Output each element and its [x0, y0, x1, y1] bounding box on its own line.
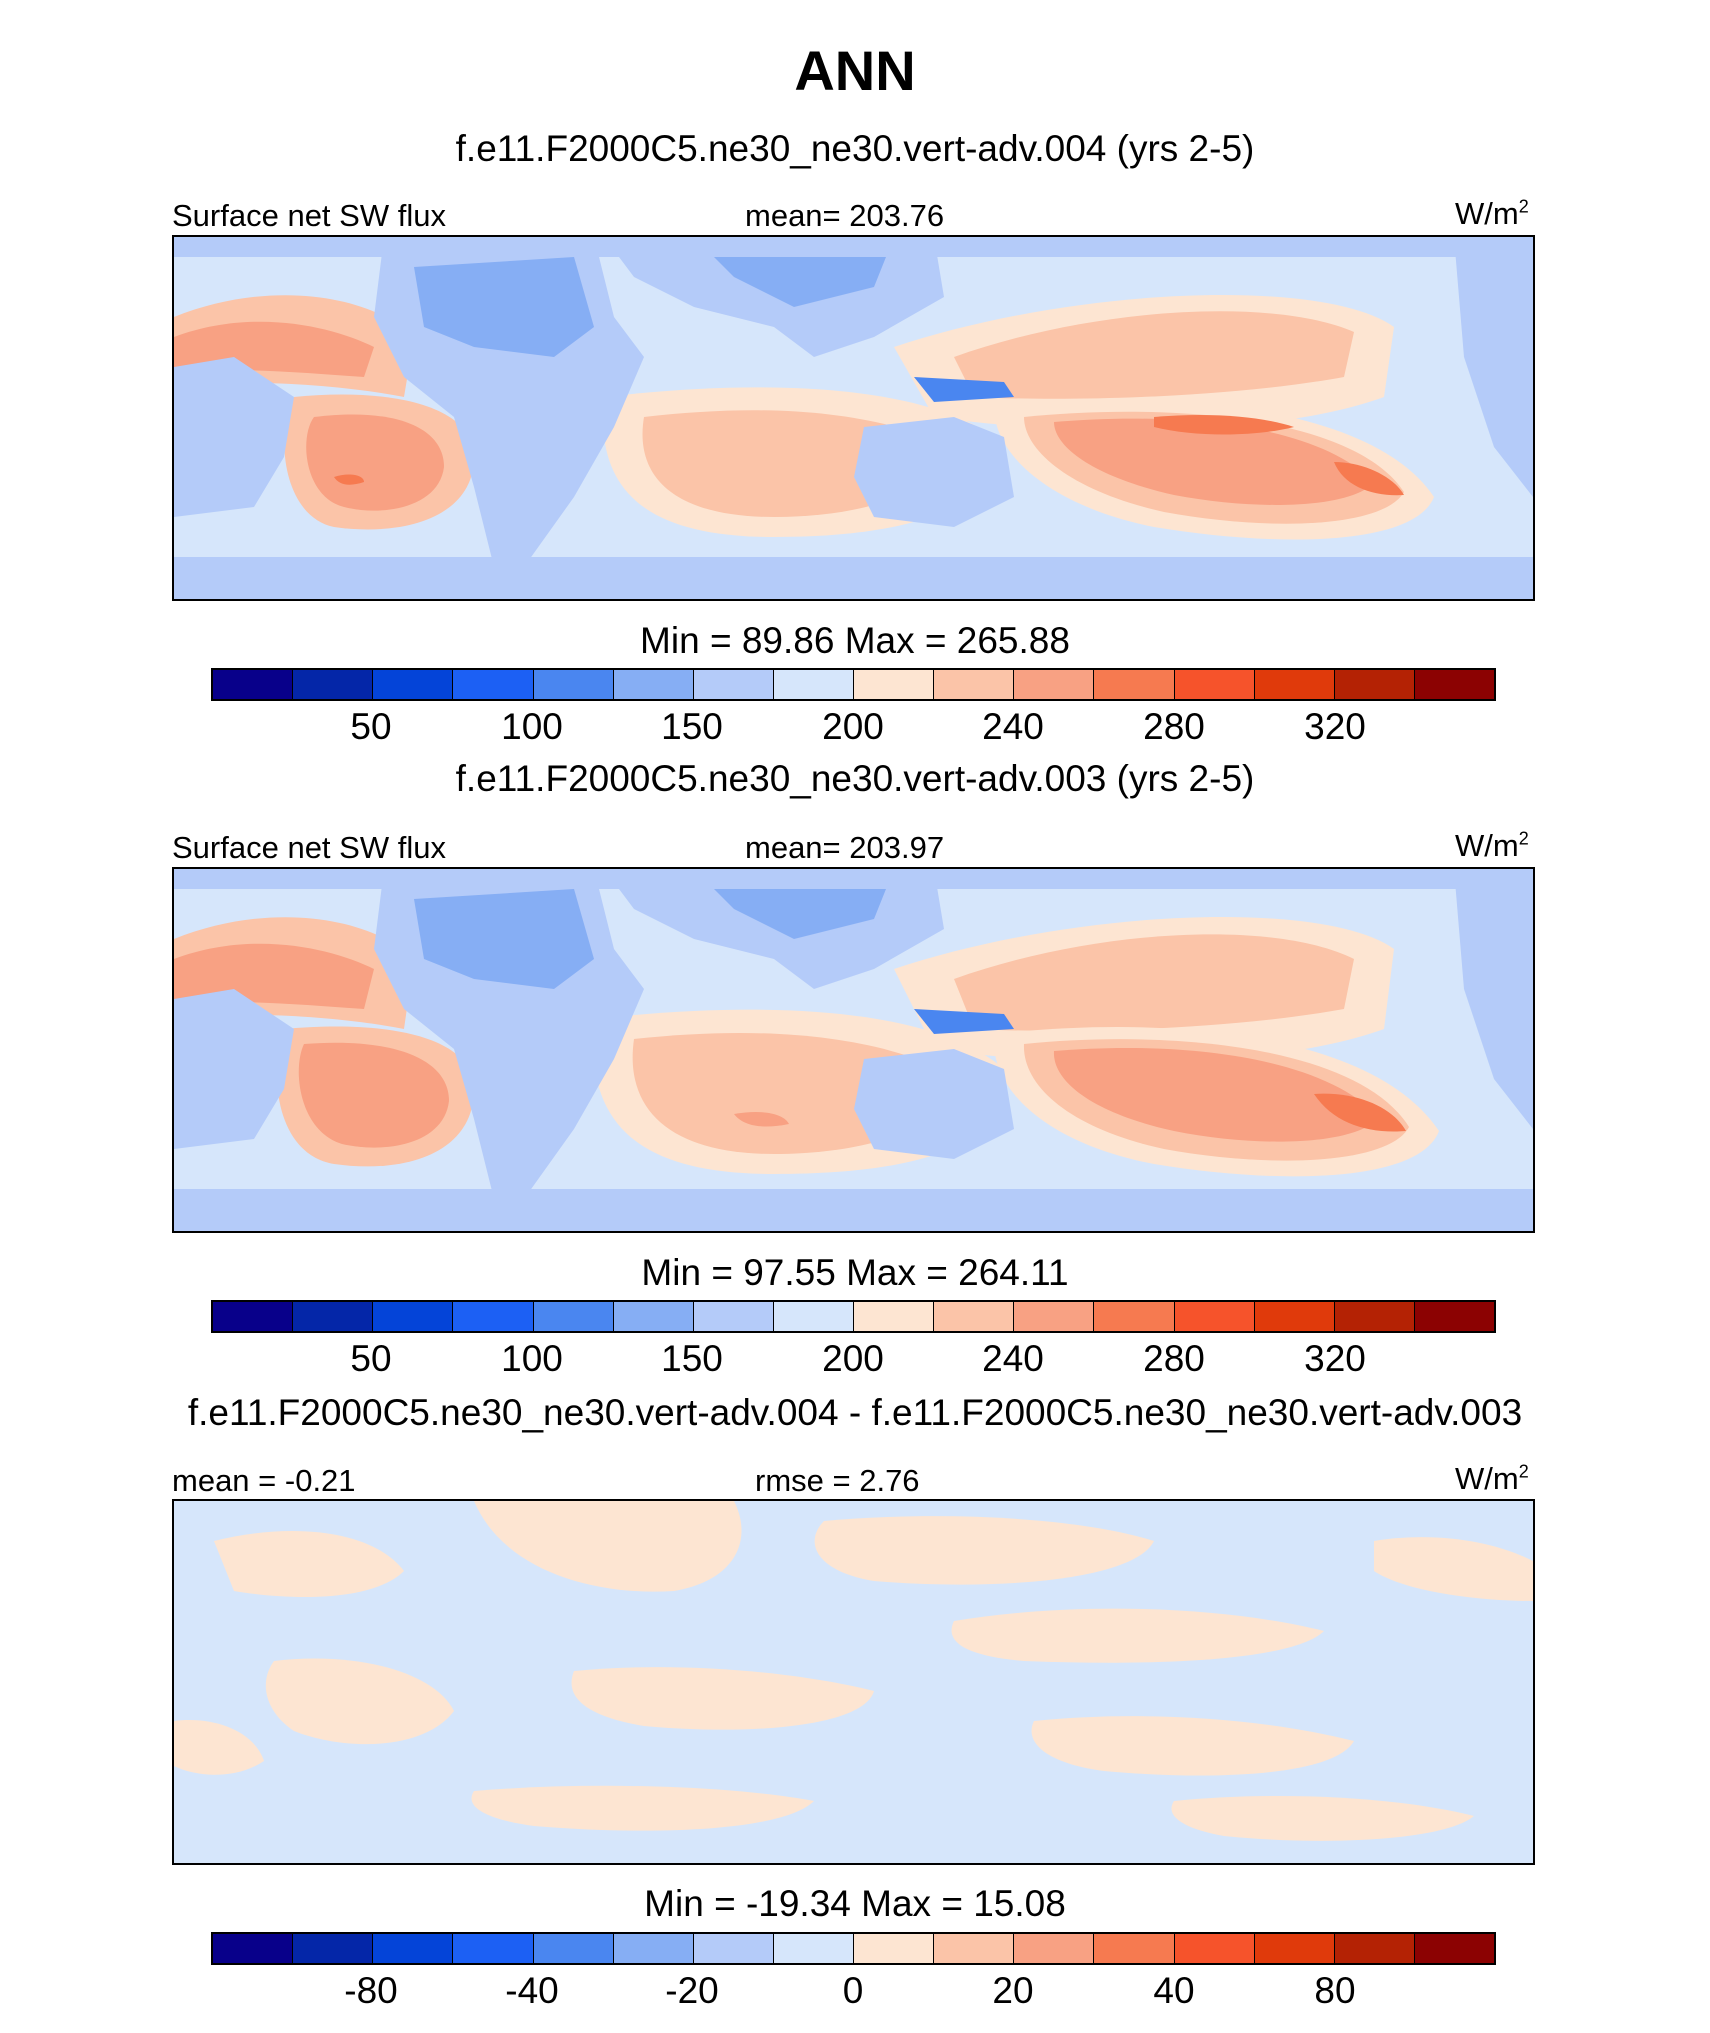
panel-1-variable-label: Surface net SW flux	[172, 198, 446, 233]
main-title: ANN	[794, 39, 916, 102]
panel-3-rmse-label: rmse = 2.76	[755, 1463, 920, 1498]
colorbar-swatch	[693, 1934, 774, 1963]
colorbar-swatch	[854, 1302, 935, 1331]
panel-3-field	[174, 1501, 1533, 1863]
colorbar-swatch	[1174, 670, 1255, 699]
panel-2-field	[174, 869, 1533, 1231]
panel-3-tick: 0	[842, 1970, 864, 2011]
colorbar-swatch	[373, 1302, 454, 1331]
colorbar-swatch	[1014, 1302, 1095, 1331]
colorbar-swatch	[533, 1302, 614, 1331]
colorbar-swatch	[613, 670, 694, 699]
panel-2-variable-label: Surface net SW flux	[172, 830, 446, 865]
colorbar-swatch	[373, 670, 454, 699]
colorbar-swatch	[613, 1934, 694, 1963]
panel-3-tick: 40	[1153, 1970, 1195, 2011]
colorbar-swatch	[293, 1934, 374, 1963]
colorbar-swatch	[773, 1302, 854, 1331]
colorbar-swatch	[1414, 1302, 1494, 1331]
panel-1-mean-label: mean= 203.76	[745, 198, 945, 233]
panel-1-minmax: Min = 89.86 Max = 265.88	[640, 620, 1070, 661]
panel-1-tick: 200	[822, 706, 884, 747]
panel-1-tick: 280	[1143, 706, 1205, 747]
colorbar-swatch	[1014, 670, 1095, 699]
colorbar-swatch	[1014, 1934, 1095, 1963]
colorbar-swatch	[213, 670, 294, 699]
panel-2-minmax: Min = 97.55 Max = 264.11	[641, 1252, 1069, 1293]
panel-1-tick: 100	[501, 706, 563, 747]
panel-2-tick: 150	[661, 1338, 723, 1379]
colorbar-swatch	[934, 1934, 1015, 1963]
panel-1-units-label: W/m2	[1455, 196, 1529, 231]
panel-2-tick: 280	[1143, 1338, 1205, 1379]
panel-2-tick: 50	[350, 1338, 392, 1379]
colorbar-swatch	[1094, 1302, 1175, 1331]
panel-3-mean-label: mean = -0.21	[172, 1463, 356, 1498]
panel-2-mean-label: mean= 203.97	[745, 830, 945, 865]
panel-3-tick: -40	[505, 1970, 559, 2011]
colorbar-swatch	[213, 1302, 294, 1331]
colorbar-swatch	[1254, 670, 1335, 699]
panel-3-title: f.e11.F2000C5.ne30_ne30.vert-adv.004 - f…	[187, 1392, 1523, 1433]
panel-1-field	[174, 237, 1533, 599]
colorbar-swatch	[1414, 1934, 1494, 1963]
panel-2-colorbar	[211, 1300, 1496, 1333]
colorbar-swatch	[213, 1934, 294, 1963]
panel-2-title: f.e11.F2000C5.ne30_ne30.vert-adv.003 (yr…	[455, 758, 1255, 799]
colorbar-swatch	[1334, 1934, 1415, 1963]
colorbar-swatch	[854, 670, 935, 699]
colorbar-swatch	[533, 1934, 614, 1963]
panel-1-map	[172, 235, 1535, 601]
panel-3-units-label: W/m2	[1455, 1461, 1529, 1496]
colorbar-swatch	[693, 670, 774, 699]
colorbar-swatch	[1334, 1302, 1415, 1331]
panel-1-title: f.e11.F2000C5.ne30_ne30.vert-adv.004 (yr…	[455, 128, 1255, 169]
colorbar-swatch	[453, 1302, 534, 1331]
panel-3-tick: 20	[992, 1970, 1034, 2011]
colorbar-swatch	[854, 1934, 935, 1963]
colorbar-swatch	[1334, 670, 1415, 699]
colorbar-swatch	[453, 1934, 534, 1963]
panel-1-colorbar	[211, 668, 1496, 701]
panel-3-colorbar	[211, 1932, 1496, 1965]
panel-1-tick: 50	[350, 706, 392, 747]
colorbar-swatch	[293, 1302, 374, 1331]
panel-2-map	[172, 867, 1535, 1233]
panel-2-tick: 240	[982, 1338, 1044, 1379]
panel-2-tick: 320	[1304, 1338, 1366, 1379]
panel-3-tick: -80	[344, 1970, 398, 2011]
colorbar-swatch	[1174, 1934, 1255, 1963]
colorbar-swatch	[773, 1934, 854, 1963]
panel-3-tick: 80	[1314, 1970, 1356, 2011]
colorbar-swatch	[693, 1302, 774, 1331]
colorbar-swatch	[453, 670, 534, 699]
panel-2-tick: 100	[501, 1338, 563, 1379]
colorbar-swatch	[1254, 1934, 1335, 1963]
colorbar-swatch	[1094, 1934, 1175, 1963]
colorbar-swatch	[934, 1302, 1015, 1331]
colorbar-swatch	[293, 670, 374, 699]
colorbar-swatch	[613, 1302, 694, 1331]
colorbar-swatch	[1094, 670, 1175, 699]
colorbar-swatch	[373, 1934, 454, 1963]
panel-2-tick: 200	[822, 1338, 884, 1379]
panel-1-tick: 320	[1304, 706, 1366, 747]
colorbar-swatch	[1174, 1302, 1255, 1331]
panel-2-units-label: W/m2	[1455, 828, 1529, 863]
panel-1-tick: 150	[661, 706, 723, 747]
colorbar-swatch	[1254, 1302, 1335, 1331]
colorbar-swatch	[773, 670, 854, 699]
colorbar-swatch	[533, 670, 614, 699]
panel-3-map	[172, 1499, 1535, 1865]
panel-3-tick: -20	[665, 1970, 719, 2011]
colorbar-swatch	[934, 670, 1015, 699]
panel-3-minmax: Min = -19.34 Max = 15.08	[644, 1883, 1066, 1924]
colorbar-swatch	[1414, 670, 1494, 699]
panel-1-tick: 240	[982, 706, 1044, 747]
